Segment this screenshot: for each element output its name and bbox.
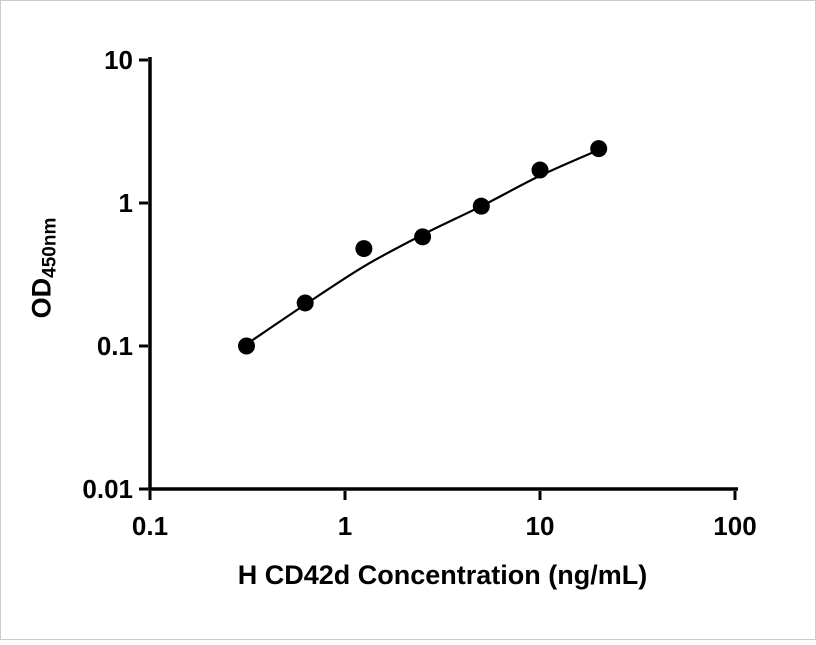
data-point — [472, 197, 490, 215]
data-point — [296, 294, 314, 312]
y-tick-label: 0.1 — [97, 331, 133, 361]
data-point — [414, 228, 432, 246]
x-tick-label: 1 — [338, 511, 352, 541]
y-tick-label: 1 — [119, 188, 133, 218]
data-point — [590, 140, 608, 158]
x-axis-title: H CD42d Concentration (ng/mL) — [237, 560, 648, 590]
fit-curve — [245, 148, 600, 346]
x-tick-label: 0.1 — [132, 511, 168, 541]
data-point — [355, 240, 373, 258]
y-axis-title: OD450nm — [26, 217, 61, 319]
x-tick-label: 10 — [526, 511, 555, 541]
x-tick-label: 100 — [713, 511, 756, 541]
y-axis-title-main: OD — [26, 277, 57, 319]
data-point — [237, 337, 255, 355]
y-tick-label: 10 — [104, 45, 133, 75]
y-axis-title-subscript: 450nm — [39, 217, 61, 278]
data-point — [531, 161, 549, 179]
y-tick-label: 0.01 — [82, 474, 133, 504]
